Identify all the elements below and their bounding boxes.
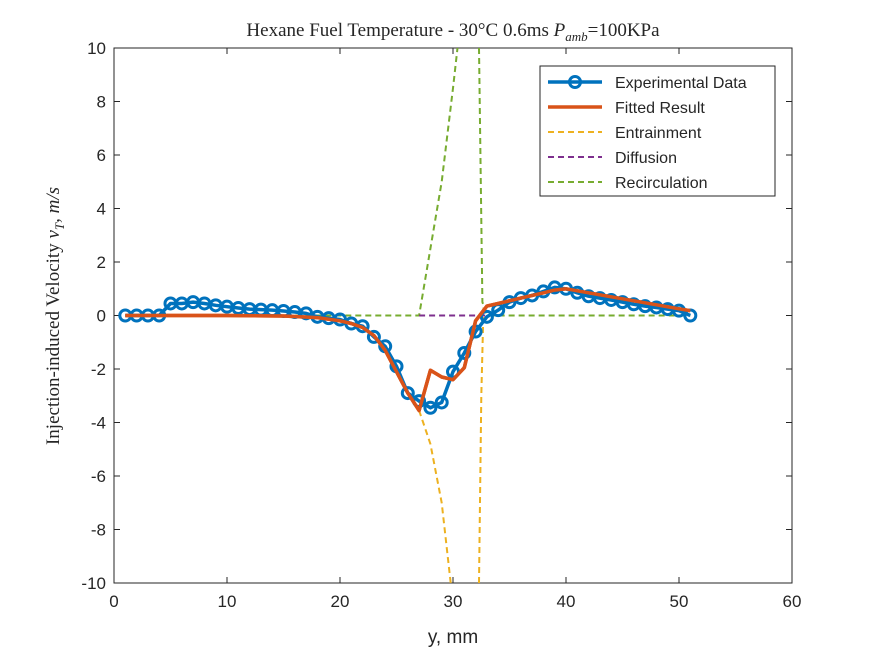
legend-label: Recirculation bbox=[615, 175, 707, 192]
data-point-experimental bbox=[434, 395, 449, 410]
x-axis-label: y, mm bbox=[428, 627, 478, 648]
series-layer bbox=[118, 48, 698, 583]
y-tick-label: -4 bbox=[91, 414, 106, 433]
series-line-fitted-result-top bbox=[125, 287, 691, 413]
y-tick-label: 10 bbox=[87, 39, 106, 58]
legend-label: Entrainment bbox=[615, 125, 702, 142]
data-point-experimental bbox=[400, 386, 415, 401]
y-tick-label: 2 bbox=[97, 253, 106, 272]
y-tick-label: -6 bbox=[91, 467, 106, 486]
data-point-experimental bbox=[366, 329, 381, 344]
x-tick-label: 40 bbox=[557, 592, 576, 611]
legend-marker bbox=[568, 75, 582, 89]
y-tick-label: -8 bbox=[91, 521, 106, 540]
y-tick-label: 6 bbox=[97, 146, 106, 165]
y-tick-label: 0 bbox=[97, 307, 106, 326]
x-tick-label: 10 bbox=[218, 592, 237, 611]
y-axis-label: Injection-induced Velocity vT, m/s bbox=[43, 187, 67, 445]
legend: Experimental Data Fitted Result Entrainmen… bbox=[539, 65, 776, 197]
data-point-experimental bbox=[457, 345, 472, 360]
data-point-experimental bbox=[479, 309, 494, 324]
x-tick-label: 20 bbox=[331, 592, 350, 611]
chart-title: Hexane Fuel Temperature - 30°C 0.6ms Pam… bbox=[246, 20, 660, 44]
data-point-experimental bbox=[423, 400, 438, 415]
legend-label: Experimental Data bbox=[615, 75, 747, 92]
x-tick-label: 50 bbox=[670, 592, 689, 611]
x-tick-label: 60 bbox=[783, 592, 802, 611]
y-tick-label: 4 bbox=[97, 200, 106, 219]
y-tick-label: 8 bbox=[97, 93, 106, 112]
x-tick-label: 0 bbox=[109, 592, 118, 611]
series-line-entrainment bbox=[478, 307, 485, 583]
y-tick-label: -2 bbox=[91, 360, 106, 379]
legend-label: Diffusion bbox=[615, 150, 677, 167]
legend-label: Fitted Result bbox=[615, 100, 705, 117]
series-line-recirculation bbox=[125, 48, 459, 317]
x-tick-label: 30 bbox=[444, 592, 463, 611]
y-tick-label: -10 bbox=[81, 574, 106, 593]
